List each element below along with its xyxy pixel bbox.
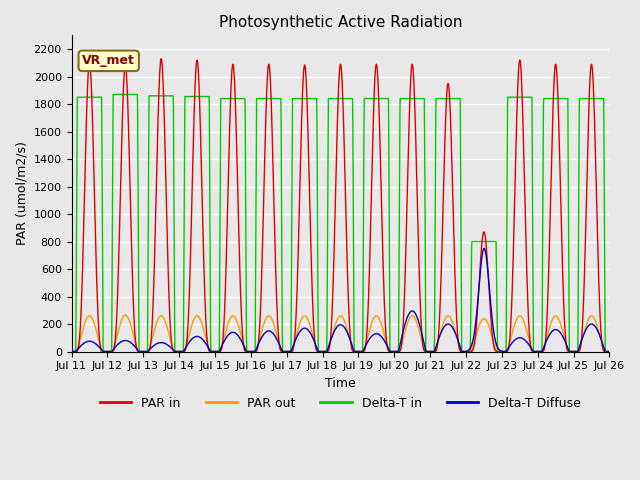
X-axis label: Time: Time bbox=[325, 377, 356, 390]
Title: Photosynthetic Active Radiation: Photosynthetic Active Radiation bbox=[219, 15, 462, 30]
Y-axis label: PAR (umol/m2/s): PAR (umol/m2/s) bbox=[15, 142, 28, 245]
Legend: PAR in, PAR out, Delta-T in, Delta-T Diffuse: PAR in, PAR out, Delta-T in, Delta-T Dif… bbox=[95, 392, 586, 415]
Text: VR_met: VR_met bbox=[83, 54, 135, 67]
